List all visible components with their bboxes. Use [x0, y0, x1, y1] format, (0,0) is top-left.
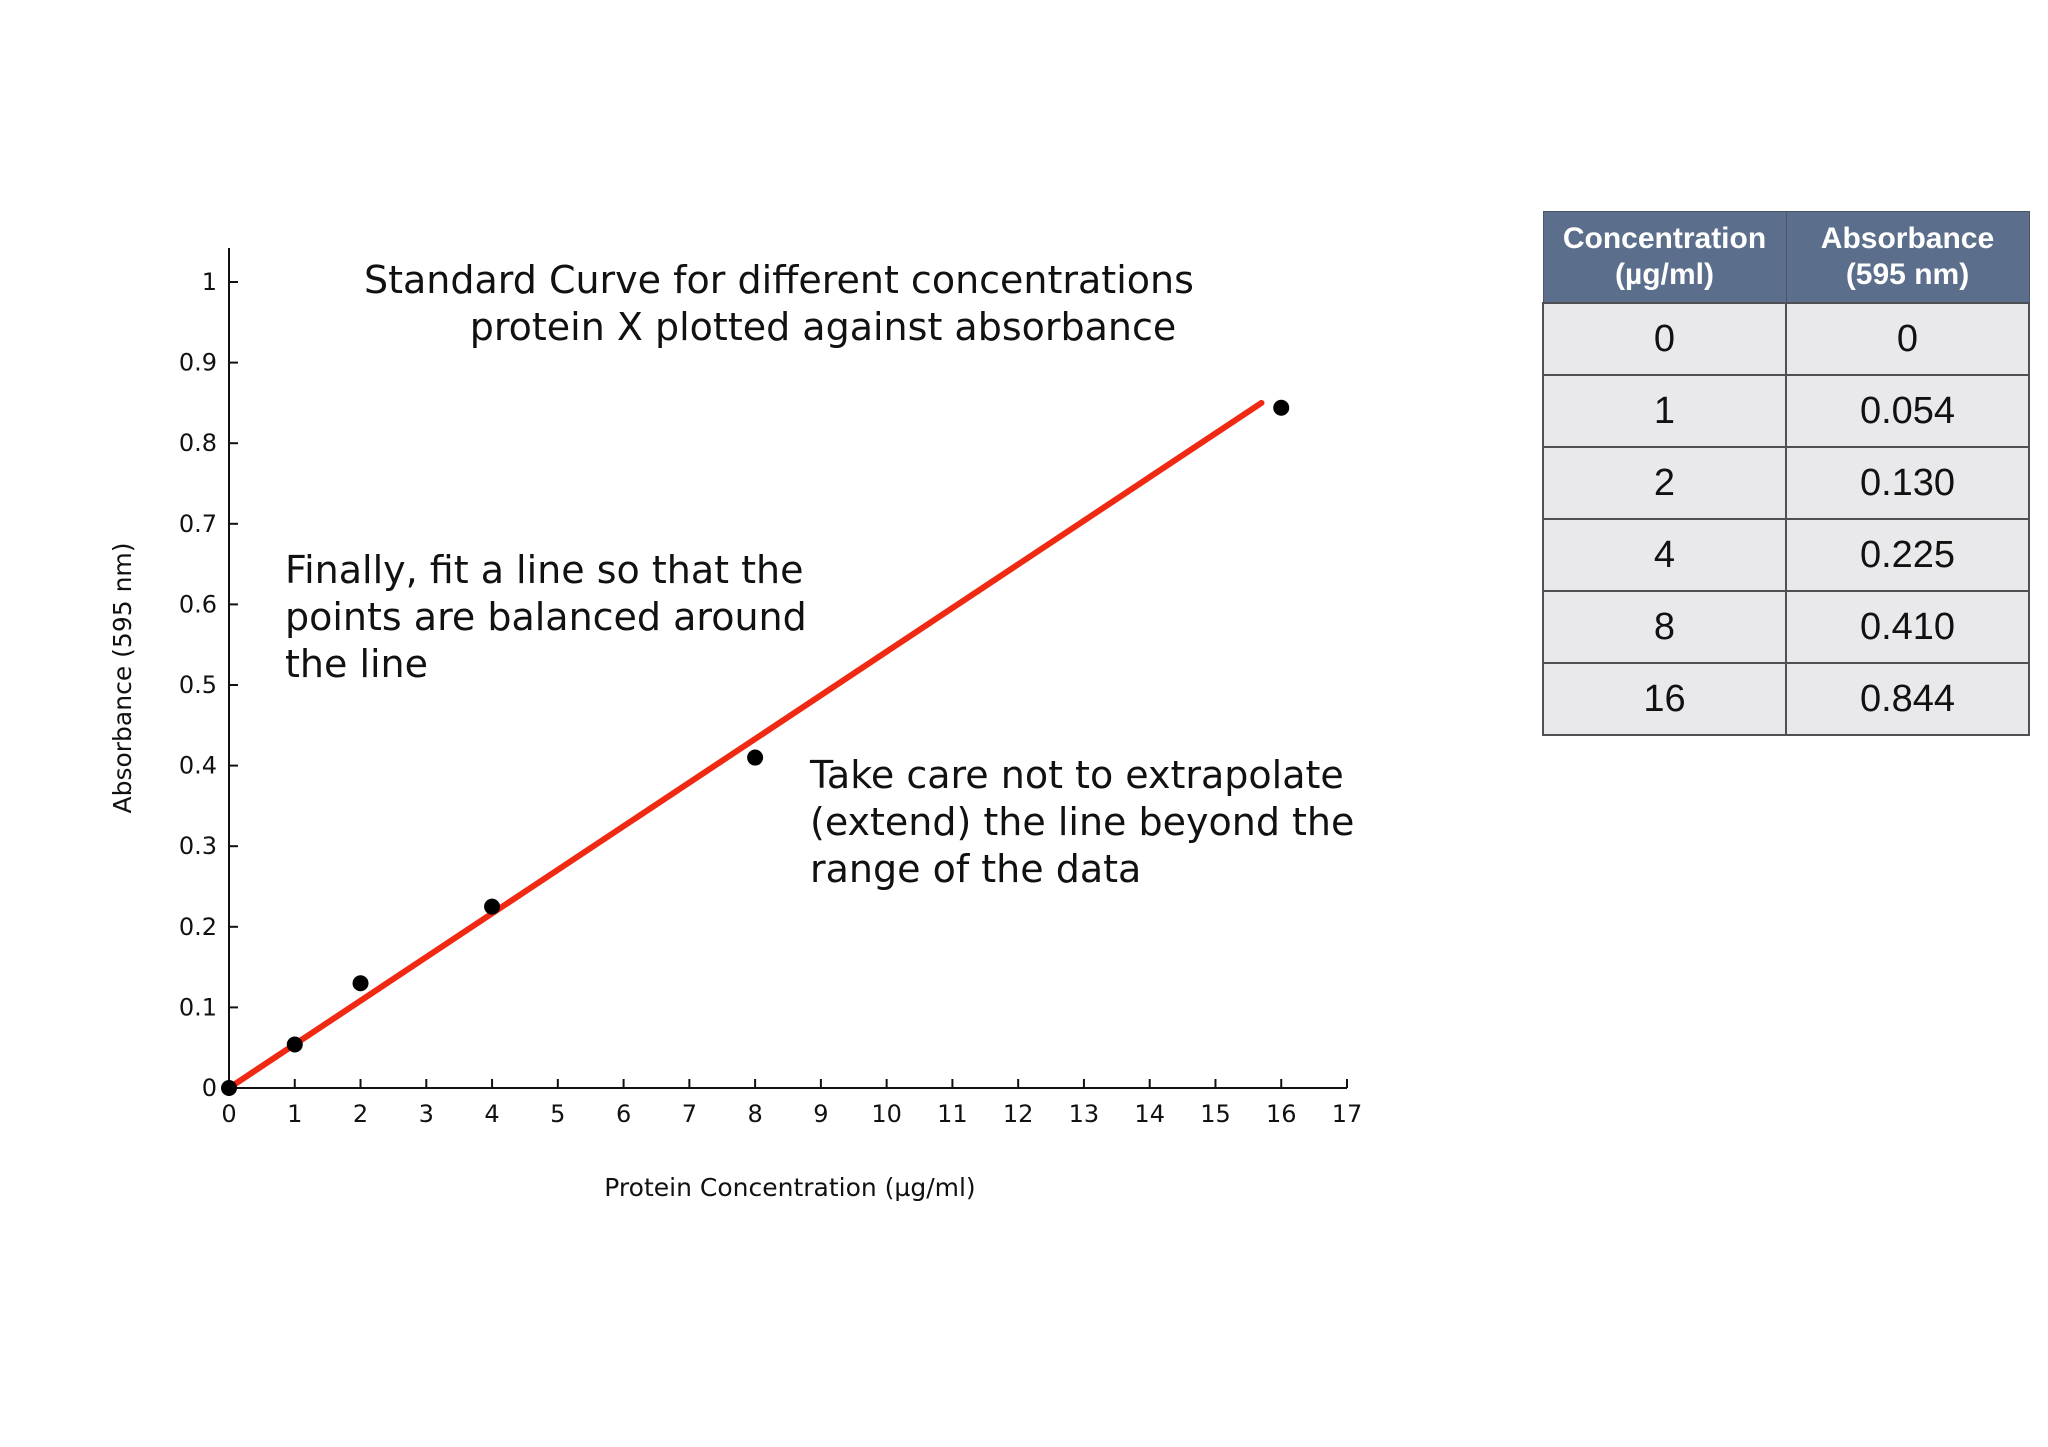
y-tick-label: 0.7 [179, 510, 217, 538]
cell-concentration: 2 [1542, 446, 1787, 520]
x-tick-label: 12 [1003, 1100, 1034, 1128]
y-tick-label: 1 [202, 268, 217, 296]
annotation-extrapolate-3: range of the data [810, 847, 1141, 891]
chart-title: Standard Curve for different concentrati… [364, 258, 1206, 349]
x-tick-label: 17 [1332, 1100, 1363, 1128]
y-tick-label: 0.5 [179, 671, 217, 699]
cell-concentration: 0 [1542, 302, 1787, 376]
y-tick-label: 0.1 [179, 993, 217, 1021]
cell-concentration: 16 [1542, 662, 1787, 736]
annotation-fit-line-3: the line [285, 642, 428, 686]
x-tick-label: 8 [747, 1100, 762, 1128]
table-header-row: Concentration (µg/ml) Absorbance (595 nm… [1542, 211, 2030, 304]
y-tick-label: 0.4 [179, 752, 217, 780]
cell-absorbance: 0.844 [1785, 662, 2030, 736]
x-tick-label: 3 [419, 1100, 434, 1128]
x-tick-label: 13 [1069, 1100, 1100, 1128]
annotation-fit-line-2: points are balanced around [285, 595, 807, 639]
x-axis-ticks: 0 1 2 3 4 5 6 7 8 9 10 11 12 13 14 15 16 17 [221, 1079, 1362, 1128]
data-table: Concentration (µg/ml) Absorbance (595 nm… [1542, 211, 2030, 736]
table-row: 4 0.225 [1542, 518, 2030, 592]
cell-absorbance: 0.054 [1785, 374, 2030, 448]
x-tick-label: 11 [937, 1100, 968, 1128]
table-row: 2 0.130 [1542, 446, 2030, 520]
x-tick-label: 16 [1266, 1100, 1297, 1128]
x-tick-label: 1 [287, 1100, 302, 1128]
y-tick-label: 0.9 [179, 349, 217, 377]
x-tick-label: 2 [353, 1100, 368, 1128]
y-tick-label: 0 [202, 1074, 217, 1102]
y-axis-label: Absorbance (595 nm) [108, 542, 137, 813]
chart-title-line-2: protein X plotted against absorbance [470, 305, 1177, 349]
data-point [221, 1080, 237, 1096]
cell-concentration: 8 [1542, 590, 1787, 664]
data-point [286, 1036, 303, 1053]
table-row: 0 0 [1542, 302, 2030, 376]
cell-absorbance: 0.225 [1785, 518, 2030, 592]
annotation-fit-line: Finally, fit a line so that the points a… [285, 548, 819, 686]
y-tick-label: 0.6 [179, 590, 217, 618]
annotation-fit-line-1: Finally, fit a line so that the [285, 548, 803, 592]
header-absorbance: Absorbance (595 nm) [1785, 211, 2030, 304]
data-point [1273, 399, 1290, 416]
x-tick-label: 0 [221, 1100, 236, 1128]
x-tick-label: 9 [813, 1100, 828, 1128]
cell-concentration: 1 [1542, 374, 1787, 448]
header-concentration: Concentration (µg/ml) [1542, 211, 1787, 304]
data-point [747, 749, 764, 766]
cell-absorbance: 0.130 [1785, 446, 2030, 520]
x-tick-label: 14 [1134, 1100, 1165, 1128]
table-row: 8 0.410 [1542, 590, 2030, 664]
y-tick-label: 0.8 [179, 429, 217, 457]
fit-line [226, 399, 1265, 1091]
data-point [352, 975, 369, 992]
y-axis-ticks: 0 0.1 0.2 0.3 0.4 0.5 0.6 0.7 0.8 0.9 1 [179, 268, 238, 1102]
cell-absorbance: 0.410 [1785, 590, 2030, 664]
data-points [221, 399, 1290, 1096]
y-tick-label: 0.2 [179, 913, 217, 941]
x-tick-label: 15 [1200, 1100, 1231, 1128]
cell-absorbance: 0 [1785, 302, 2030, 376]
x-tick-label: 5 [550, 1100, 565, 1128]
chart-title-line-1: Standard Curve for different concentrati… [364, 258, 1194, 302]
x-tick-label: 4 [484, 1100, 499, 1128]
annotation-extrapolate-1: Take care not to extrapolate [809, 753, 1344, 797]
x-tick-label: 6 [616, 1100, 631, 1128]
annotation-extrapolate-2: (extend) the line beyond the [810, 800, 1354, 844]
data-point [484, 898, 501, 915]
cell-concentration: 4 [1542, 518, 1787, 592]
x-axis-label: Protein Concentration (µg/ml) [604, 1173, 975, 1202]
x-tick-label: 10 [871, 1100, 902, 1128]
table-row: 1 0.054 [1542, 374, 2030, 448]
y-tick-label: 0.3 [179, 832, 217, 860]
annotation-extrapolate: Take care not to extrapolate (extend) th… [809, 753, 1367, 891]
table-row: 16 0.844 [1542, 662, 2030, 736]
x-tick-label: 7 [682, 1100, 697, 1128]
